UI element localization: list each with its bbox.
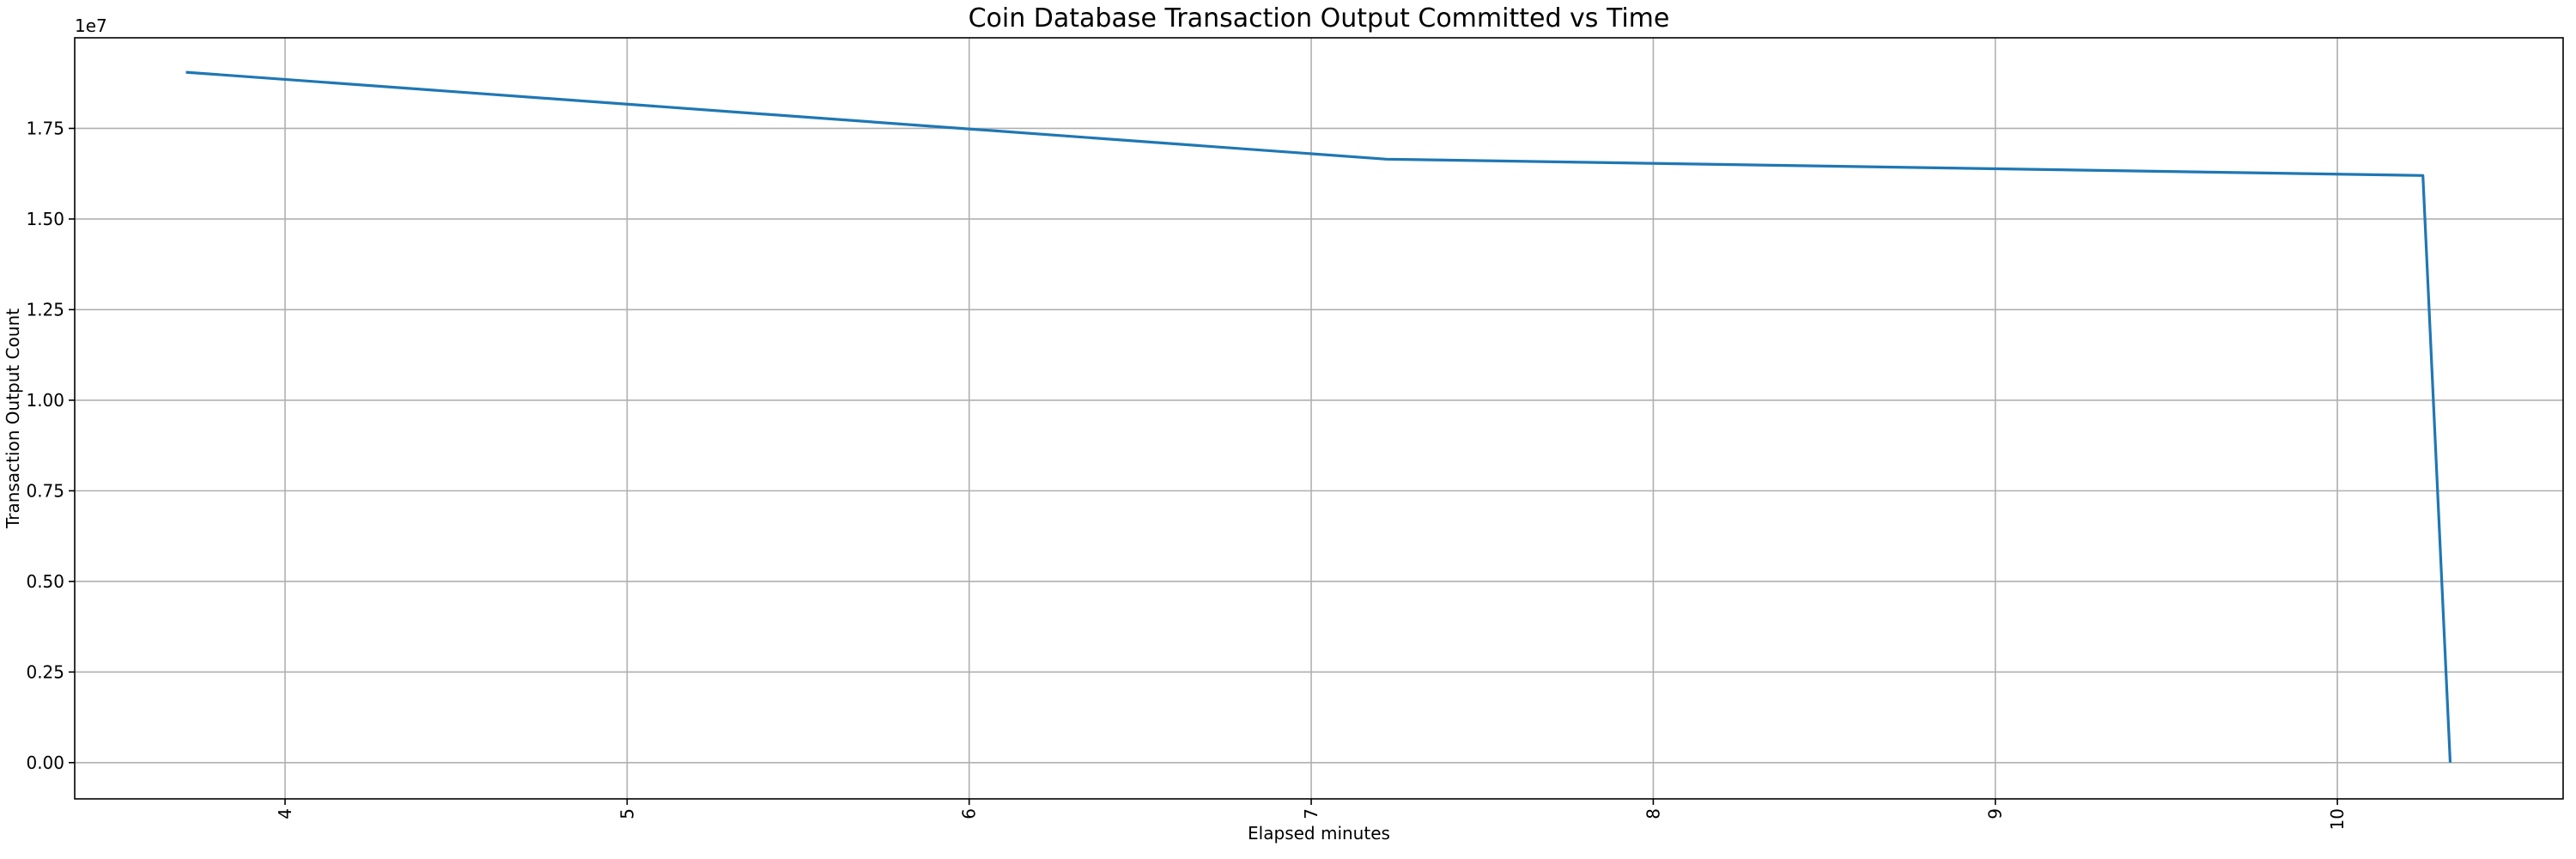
axes-spines — [74, 37, 2564, 800]
x-tick-label: 10 — [2327, 808, 2348, 830]
data-line-transaction-output-count — [185, 70, 2452, 763]
y-tick-label: 0.00 — [26, 752, 64, 773]
grid-layer — [75, 38, 2563, 799]
y-tick-label: 1.75 — [26, 118, 64, 138]
x-tick-label: 6 — [959, 808, 980, 819]
x-tick-label: 9 — [1985, 808, 2006, 819]
x-tick-label: 7 — [1301, 808, 1321, 819]
data-layer — [185, 70, 2452, 763]
x-tick-label: 5 — [617, 808, 637, 819]
y-tick-label: 0.50 — [26, 571, 64, 592]
chart-title: Coin Database Transaction Output Committ… — [969, 3, 1670, 34]
y-axis-label: Transaction Output Count — [3, 308, 23, 529]
y-tick-label: 1.00 — [26, 390, 64, 411]
axes-layer — [69, 37, 2564, 805]
y-tick-label: 1.50 — [26, 209, 64, 229]
y-tick-label: 0.25 — [26, 661, 64, 682]
x-tick-label: 4 — [275, 808, 295, 819]
y-tick-label: 1.25 — [26, 299, 64, 320]
x-axis-label: Elapsed minutes — [1248, 823, 1390, 844]
y-axis-offset-label: 1e7 — [75, 15, 107, 36]
tick-label-layer: 4 5 6 7 8 9 10 0.00 0.25 0.50 0.75 1.00 1.25 1.50 1.75 — [26, 118, 2348, 830]
y-tick-label: 0.75 — [26, 480, 64, 501]
x-tick-label: 8 — [1643, 808, 1663, 819]
